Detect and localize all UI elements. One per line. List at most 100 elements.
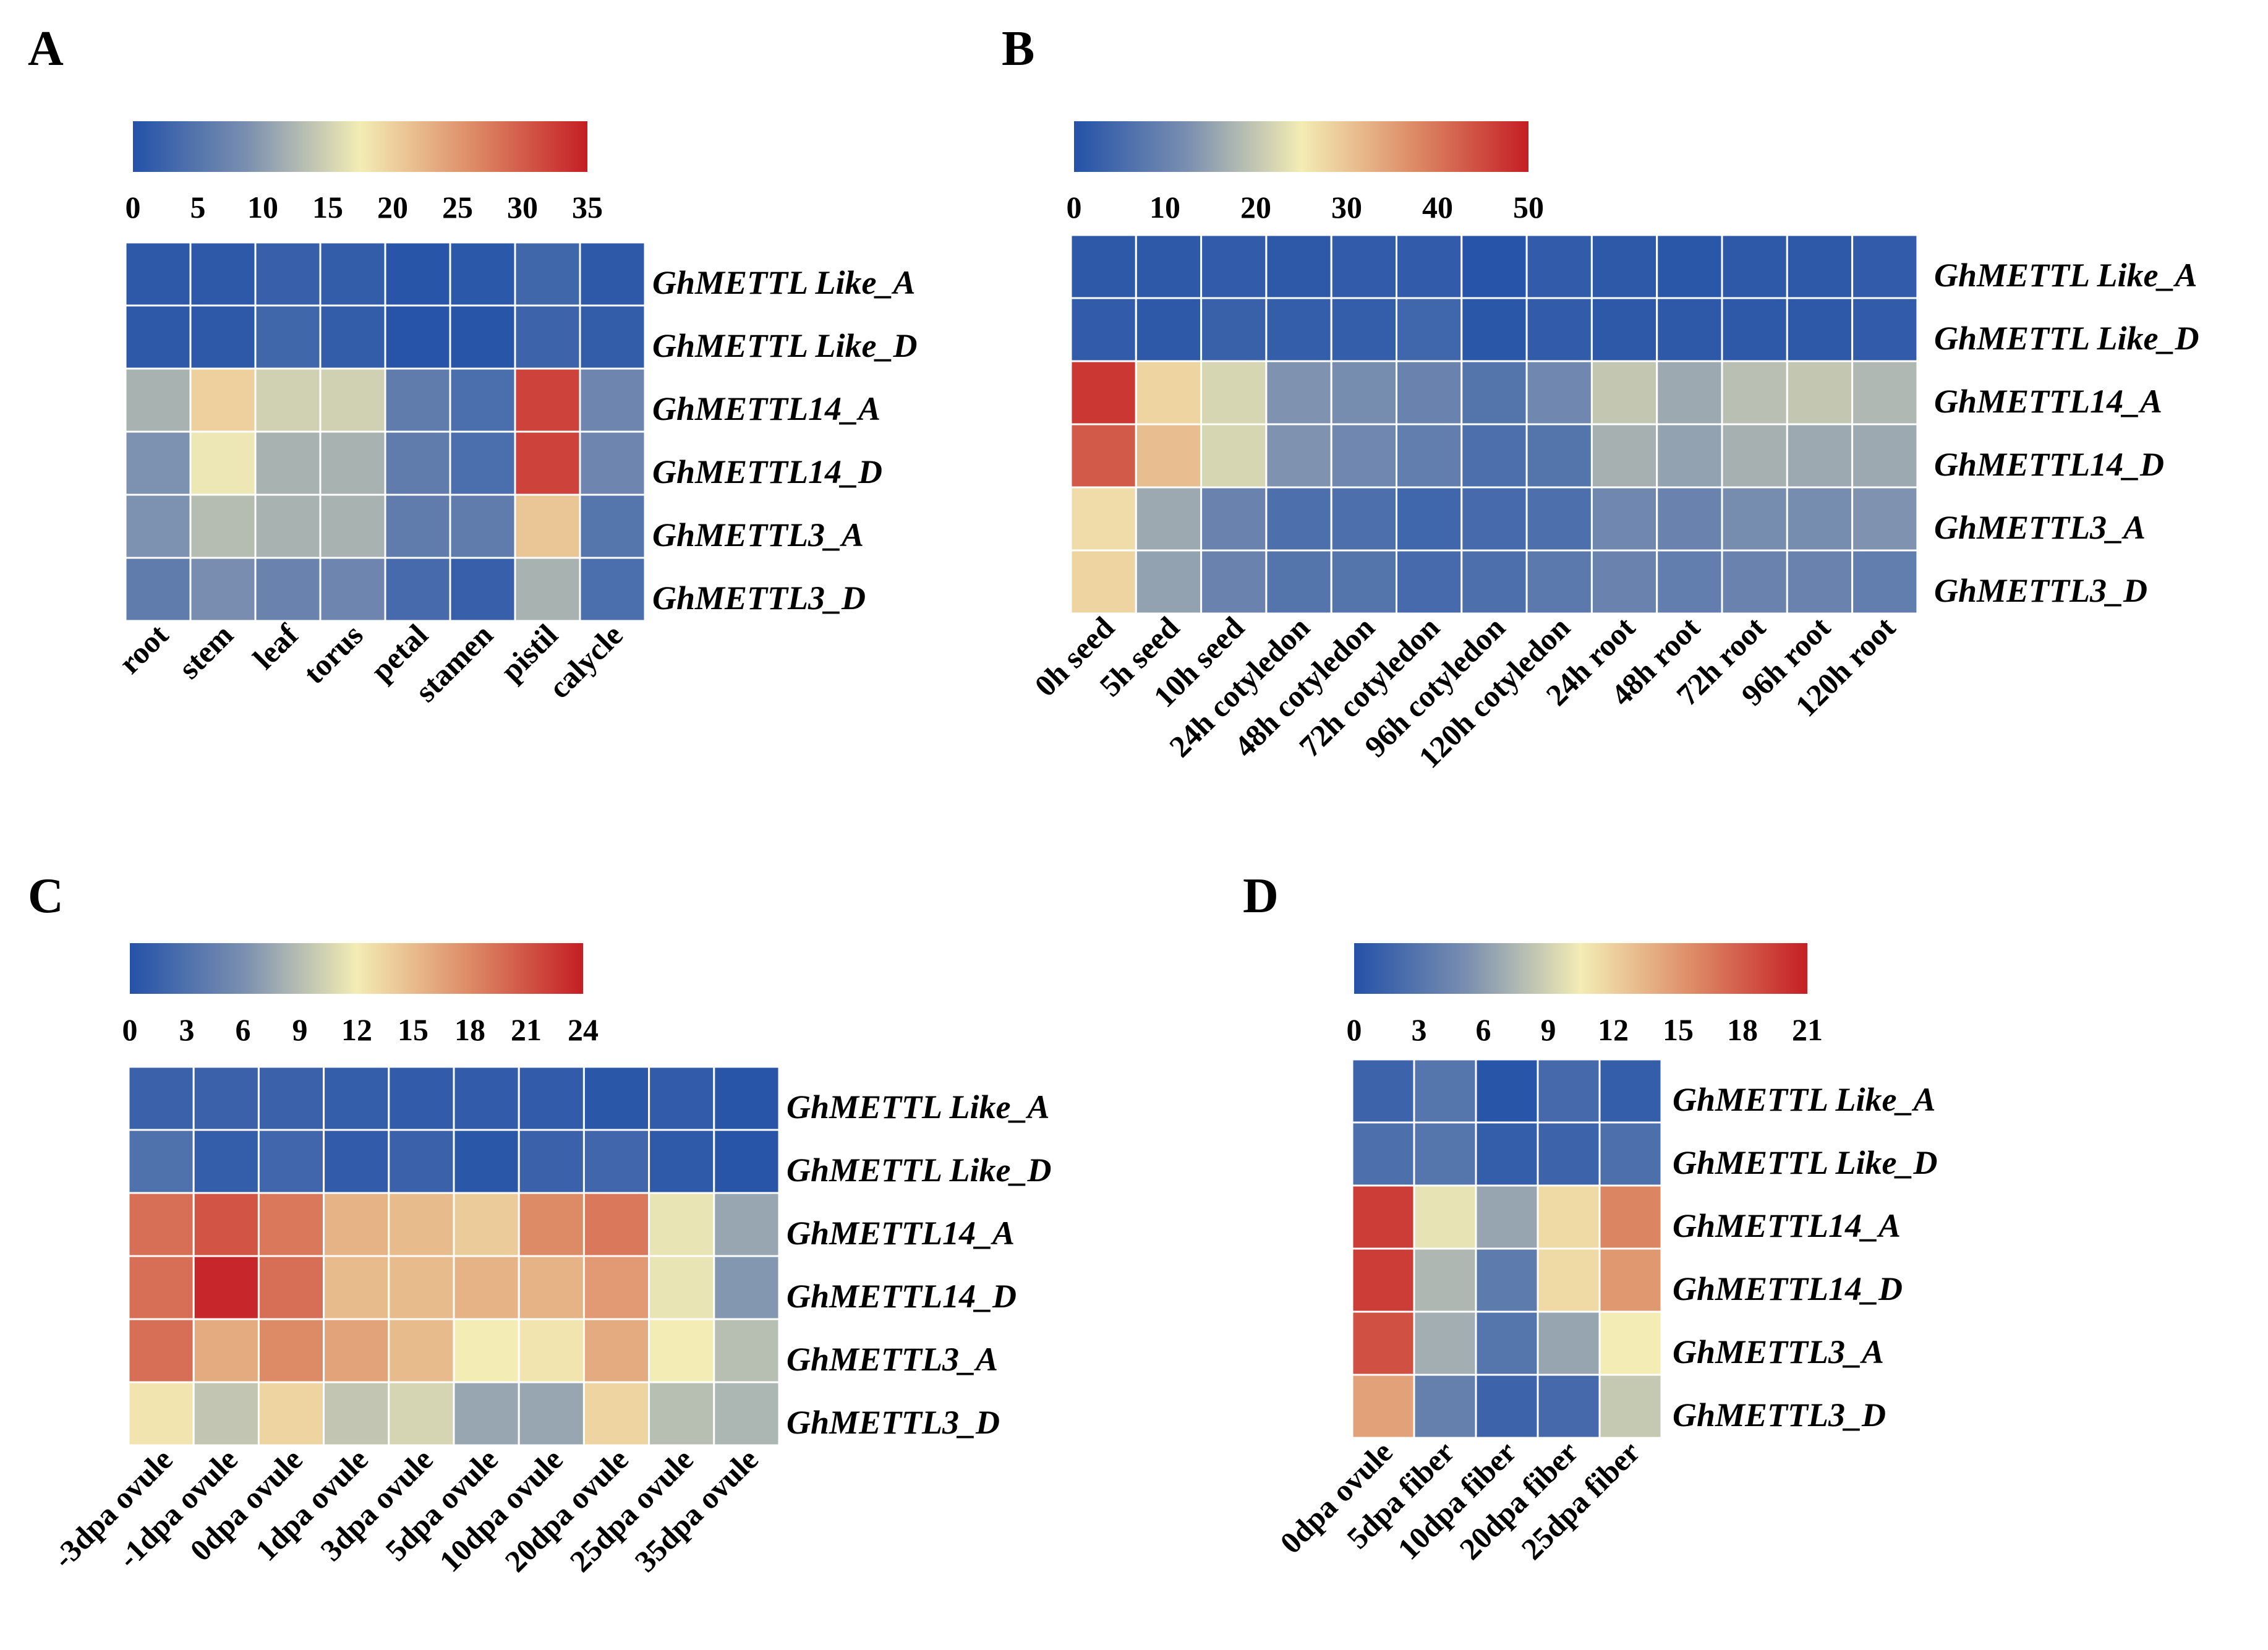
heatmap-cell <box>1537 1310 1601 1376</box>
heatmap-cell <box>1851 549 1919 615</box>
row-label: GhMETTL3_A <box>787 1341 998 1378</box>
heatmap-cell <box>1786 486 1854 552</box>
row-label: GhMETTL Like_D <box>1934 320 2199 357</box>
heatmap-cell <box>1460 234 1528 299</box>
heatmap-cell <box>648 1318 715 1383</box>
heatmap-cell <box>257 1255 325 1320</box>
heatmap-cell <box>1475 1247 1539 1313</box>
heatmap-cell <box>384 367 451 433</box>
heatmap-cell <box>1525 297 1593 362</box>
heatmap-cell <box>1721 549 1788 615</box>
heatmap-cell <box>257 1318 325 1383</box>
heatmap-cell <box>1351 1058 1415 1124</box>
heatmap-cell <box>582 1066 650 1131</box>
colorbar-ticks-a: 0 5 10 15 20 25 30 35 <box>126 190 603 224</box>
heatmap-cell <box>453 1066 520 1131</box>
colorbar-tick: 10 <box>1149 190 1180 224</box>
colorbar-ticks-b: 0 10 20 30 40 50 <box>1067 190 1545 224</box>
heatmap-cell <box>579 430 646 496</box>
heatmap-cell <box>1070 486 1137 552</box>
heatmap-cell <box>384 494 451 559</box>
heatmap-cell <box>1135 297 1203 362</box>
colorbar-ticks-c: 0 3 6 9 12 15 18 21 24 <box>122 1012 599 1047</box>
heatmap-cell <box>1786 423 1854 489</box>
heatmap-cell <box>1475 1310 1539 1376</box>
heatmap-cell <box>449 557 516 622</box>
heatmap-cell <box>323 1255 390 1320</box>
heatmap-cell <box>1460 486 1528 552</box>
colorbar-a <box>133 121 587 172</box>
row-label: GhMETTL14_D <box>787 1278 1017 1315</box>
heatmap-cell <box>1351 1121 1415 1187</box>
heatmap-cell <box>1537 1121 1601 1187</box>
heatmap-cell <box>323 1129 390 1194</box>
row-label: GhMETTL3_A <box>1934 509 2146 546</box>
heatmap-cell <box>1851 486 1919 552</box>
heatmap-cell <box>648 1381 715 1447</box>
heatmap-cell <box>124 367 192 433</box>
colorbar-tick: 30 <box>507 190 538 224</box>
heatmap-cell <box>254 367 322 433</box>
row-labels-a: GhMETTL Like_A GhMETTL Like_D GhMETTL14_… <box>652 264 917 617</box>
row-label: GhMETTL Like_D <box>787 1152 1051 1189</box>
heatmap-cell <box>514 557 581 622</box>
heatmap-cell <box>514 494 581 559</box>
heatmap-cell <box>1460 297 1528 362</box>
heatmap-cell <box>323 1381 390 1447</box>
colorbar-tick: 15 <box>312 190 343 224</box>
heatmap-cell <box>1851 297 1919 362</box>
heatmap-cell <box>1330 234 1397 299</box>
heatmap-cell <box>189 557 257 622</box>
heatmap-cell <box>319 494 386 559</box>
heatmap-cell <box>648 1129 715 1194</box>
heatmap-cell <box>1413 1058 1477 1124</box>
colorbar-tick: 12 <box>1598 1012 1629 1047</box>
column-label: torus <box>297 617 370 690</box>
heatmap-cell <box>384 304 451 370</box>
row-label: GhMETTL Like_D <box>1673 1144 1937 1181</box>
heatmap-cell <box>514 367 581 433</box>
heatmap-cell <box>1070 297 1137 362</box>
heatmap-cell <box>579 304 646 370</box>
heatmap-cell <box>1656 234 1723 299</box>
panel-label-a: A <box>28 22 64 76</box>
colorbar-tick: 20 <box>377 190 408 224</box>
heatmap-cell <box>1351 1247 1415 1313</box>
row-label: GhMETTL14_D <box>1934 446 2164 483</box>
heatmap-cell <box>1265 360 1332 425</box>
heatmap-cell <box>1070 234 1137 299</box>
heatmap-cell <box>1200 360 1268 425</box>
heatmap-cell <box>1351 1184 1415 1250</box>
heatmap-cell <box>323 1192 390 1257</box>
heatmap-cell <box>1525 423 1593 489</box>
heatmap-cell <box>257 1066 325 1131</box>
heatmap-grid-c <box>127 1066 780 1447</box>
panel-c: C 0 3 6 9 12 15 18 21 24 GhMETTL Like_A … <box>28 869 1051 1579</box>
heatmap-cell <box>453 1318 520 1383</box>
row-label: GhMETTL Like_A <box>1673 1081 1936 1118</box>
heatmap-cell <box>518 1318 585 1383</box>
heatmap-cell <box>257 1192 325 1257</box>
heatmap-cell <box>1330 360 1397 425</box>
heatmap-cell <box>713 1255 780 1320</box>
heatmap-cell <box>1721 423 1788 489</box>
colorbar-tick: 3 <box>1412 1012 1427 1047</box>
heatmap-cell <box>1330 297 1397 362</box>
heatmap-cell <box>1656 360 1723 425</box>
row-label: GhMETTL3_D <box>652 579 866 617</box>
column-label: leaf <box>246 617 305 676</box>
heatmap-cell <box>127 1129 195 1194</box>
heatmap-cell <box>1265 549 1332 615</box>
colorbar-tick: 15 <box>398 1012 428 1047</box>
row-label: GhMETTL3_D <box>787 1404 1000 1441</box>
heatmap-cell <box>127 1255 195 1320</box>
heatmap-cell <box>1265 423 1332 489</box>
heatmap-cell <box>713 1066 780 1131</box>
row-label: GhMETTL Like_A <box>787 1088 1050 1126</box>
heatmap-cell <box>449 430 516 496</box>
heatmap-cell <box>1135 549 1203 615</box>
heatmap-cell <box>192 1066 260 1131</box>
heatmap-cell <box>713 1318 780 1383</box>
heatmap-grid-d <box>1351 1058 1663 1439</box>
heatmap-cell <box>582 1318 650 1383</box>
